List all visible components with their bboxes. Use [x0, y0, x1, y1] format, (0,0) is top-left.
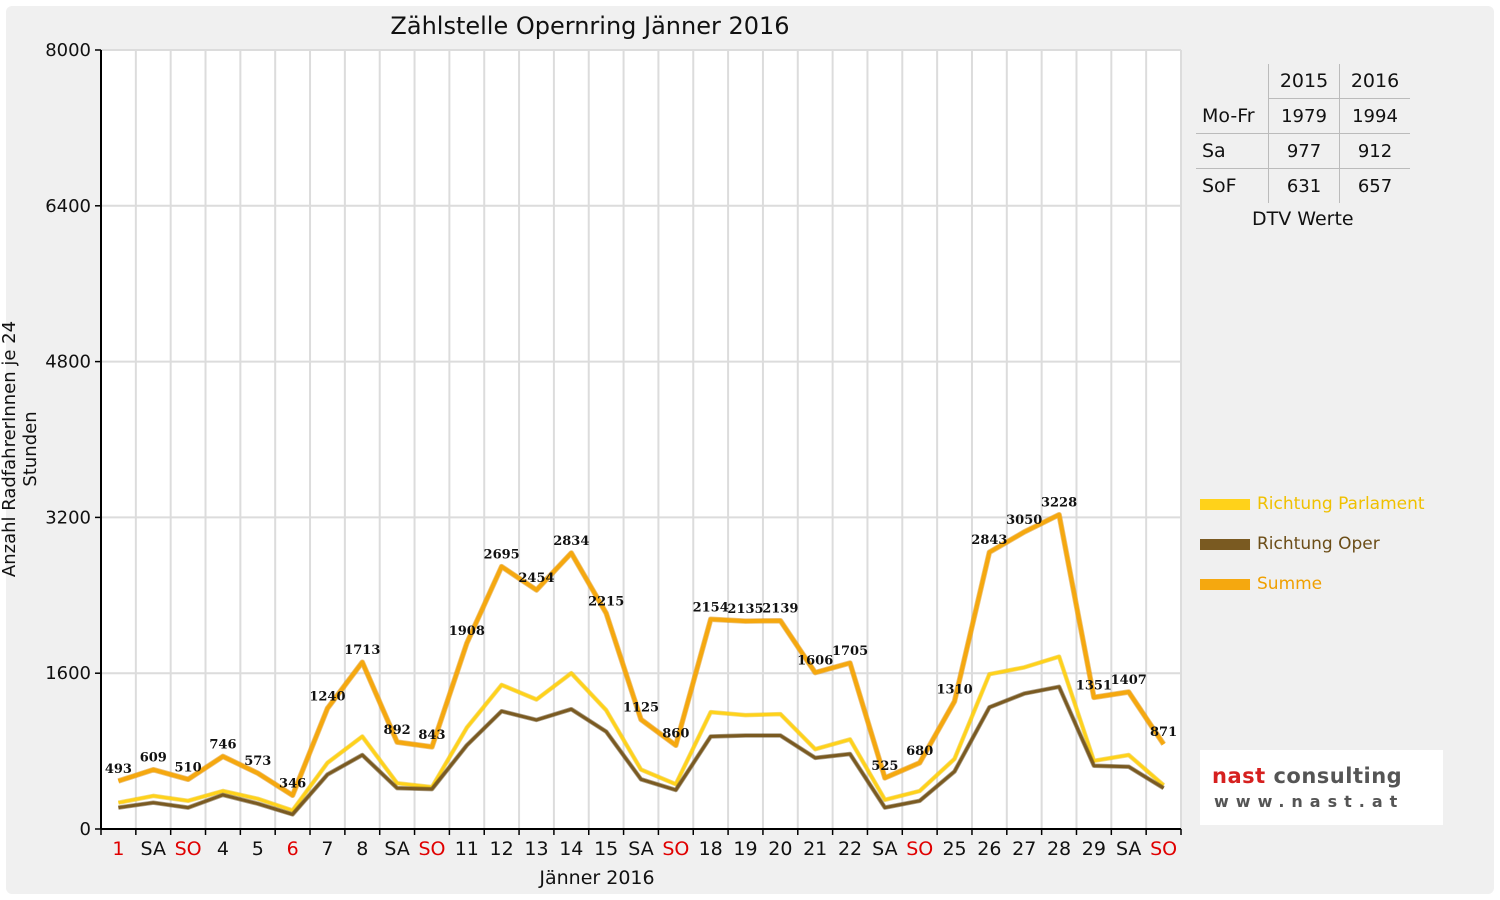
data-label: 680	[906, 744, 933, 759]
y-tick-label: 0	[80, 819, 91, 840]
dtv-cell: 1994	[1339, 98, 1410, 134]
data-label: 2454	[518, 571, 554, 586]
data-label: 1310	[936, 682, 972, 697]
x-tick-label: 6	[287, 838, 299, 860]
y-tick-label: 4800	[45, 352, 91, 373]
x-tick-label: 22	[838, 838, 862, 860]
x-tick-label: SA	[872, 838, 897, 860]
x-tick-label: 8	[356, 838, 368, 860]
x-tick-label: SO	[662, 838, 689, 860]
y-tick-label: 1600	[45, 663, 91, 684]
data-label: 573	[244, 754, 271, 769]
x-tick-label: 19	[733, 838, 757, 860]
dtv-row-label: Sa	[1196, 133, 1269, 169]
legend-swatch	[1200, 538, 1250, 550]
data-label: 609	[140, 751, 167, 766]
data-label: 1606	[797, 654, 833, 669]
x-tick-label: 14	[559, 838, 583, 860]
data-label: 1407	[1111, 673, 1147, 688]
data-label: 1240	[309, 689, 345, 704]
legend-label: Richtung Oper	[1257, 534, 1380, 554]
x-tick-label: SO	[1150, 838, 1177, 860]
data-label: 1125	[623, 700, 659, 715]
plot-area	[101, 50, 1181, 829]
data-label: 493	[105, 762, 132, 777]
y-axis-label: Anzahl RadfahrerInnen je 24 Stunden	[0, 320, 41, 578]
x-tick-label: SA	[1116, 838, 1141, 860]
data-label: 2135	[727, 602, 763, 617]
x-tick-label: 18	[699, 838, 723, 860]
data-label: 525	[871, 759, 898, 774]
x-tick-label: 15	[594, 838, 618, 860]
dtv-row-label: SoF	[1196, 168, 1269, 203]
data-label: 843	[418, 728, 445, 743]
x-tick-label: 28	[1047, 838, 1071, 860]
legend-item-oper: Richtung Oper	[1200, 534, 1380, 554]
dtv-row-label: Mo-Fr	[1196, 98, 1269, 134]
data-label: 1351	[1076, 678, 1112, 693]
dtv-corner	[1196, 64, 1269, 99]
x-tick-label: SO	[906, 838, 933, 860]
data-label: 746	[209, 737, 236, 752]
dtv-caption: DTV Werte	[1252, 208, 1354, 230]
y-tick-label: 6400	[45, 196, 91, 217]
data-label: 1908	[449, 624, 485, 639]
x-tick-label: SA	[384, 838, 409, 860]
x-tick-label: 27	[1012, 838, 1036, 860]
company-logo: nast consulting www.nast.at	[1200, 750, 1443, 825]
x-axis-label: Jänner 2016	[538, 867, 654, 889]
x-tick-label: SA	[628, 838, 653, 860]
legend-label: Richtung Parlament	[1257, 494, 1425, 514]
data-label: 871	[1150, 725, 1177, 740]
data-label: 2139	[762, 602, 798, 617]
dtv-cell: 631	[1268, 168, 1340, 203]
x-tick-label: SO	[418, 838, 445, 860]
legend-item-summe: Summe	[1200, 574, 1322, 594]
x-tick-label: 4	[217, 838, 229, 860]
data-label: 510	[175, 760, 202, 775]
x-tick-label: SA	[141, 838, 166, 860]
x-tick-label: 29	[1082, 838, 1106, 860]
data-label: 2215	[588, 594, 624, 609]
x-tick-label: 20	[768, 838, 792, 860]
x-tick-label: 25	[942, 838, 966, 860]
x-tick-label: 7	[321, 838, 333, 860]
dtv-cell: 977	[1268, 133, 1340, 169]
dtv-header-2016: 2016	[1339, 64, 1410, 99]
data-label: 3228	[1041, 496, 1077, 511]
dtv-table: 2015 2016 Mo-Fr 1979 1994 Sa 977 912 SoF…	[1196, 64, 1410, 203]
x-tick-label: 21	[803, 838, 827, 860]
x-tick-label: 11	[455, 838, 479, 860]
chart-title: Zählstelle Opernring Jänner 2016	[390, 12, 790, 40]
logo-url: www.nast.at	[1214, 792, 1405, 811]
data-label: 346	[279, 776, 306, 791]
data-label: 2834	[553, 534, 589, 549]
data-label: 2154	[693, 600, 729, 615]
data-label: 3050	[1006, 513, 1042, 528]
data-label: 2843	[971, 533, 1007, 548]
legend-swatch	[1200, 498, 1250, 510]
data-label: 892	[384, 723, 411, 738]
legend-item-parlament: Richtung Parlament	[1200, 494, 1425, 514]
x-tick-label: SO	[175, 838, 202, 860]
legend-swatch	[1200, 578, 1250, 590]
dtv-cell: 1979	[1268, 98, 1340, 134]
y-tick-label: 8000	[45, 40, 91, 61]
dtv-cell: 912	[1339, 133, 1410, 169]
data-label: 2695	[484, 548, 520, 563]
dtv-cell: 657	[1357, 175, 1393, 197]
x-tick-label: 13	[524, 838, 548, 860]
y-tick-label: 3200	[45, 507, 91, 528]
x-tick-label: 26	[977, 838, 1001, 860]
dtv-header-2015: 2015	[1268, 64, 1340, 99]
legend-label: Summe	[1257, 574, 1323, 594]
x-tick-label: 12	[490, 838, 514, 860]
x-tick-label: 1	[112, 838, 124, 860]
data-label: 860	[662, 726, 689, 741]
data-label: 1713	[344, 643, 380, 658]
logo-wordmark: nast consulting	[1212, 764, 1403, 788]
data-label: 1705	[832, 644, 868, 659]
x-tick-label: 5	[252, 838, 264, 860]
